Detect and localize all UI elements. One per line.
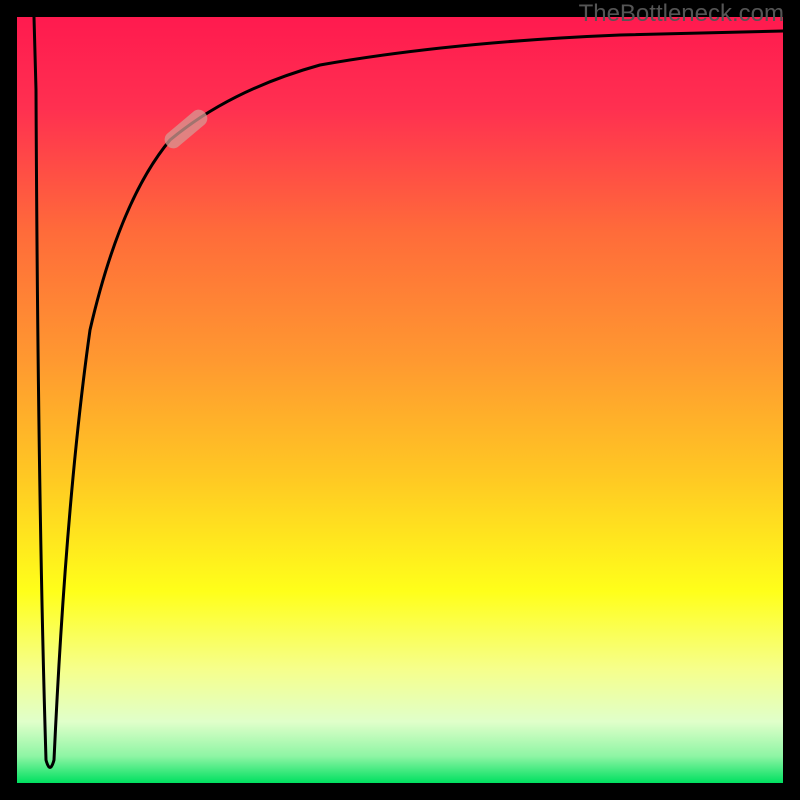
watermark-text: TheBottleneck.com [579,0,784,28]
chart-stage: TheBottleneck.com [0,0,800,800]
plot-area [17,17,783,783]
